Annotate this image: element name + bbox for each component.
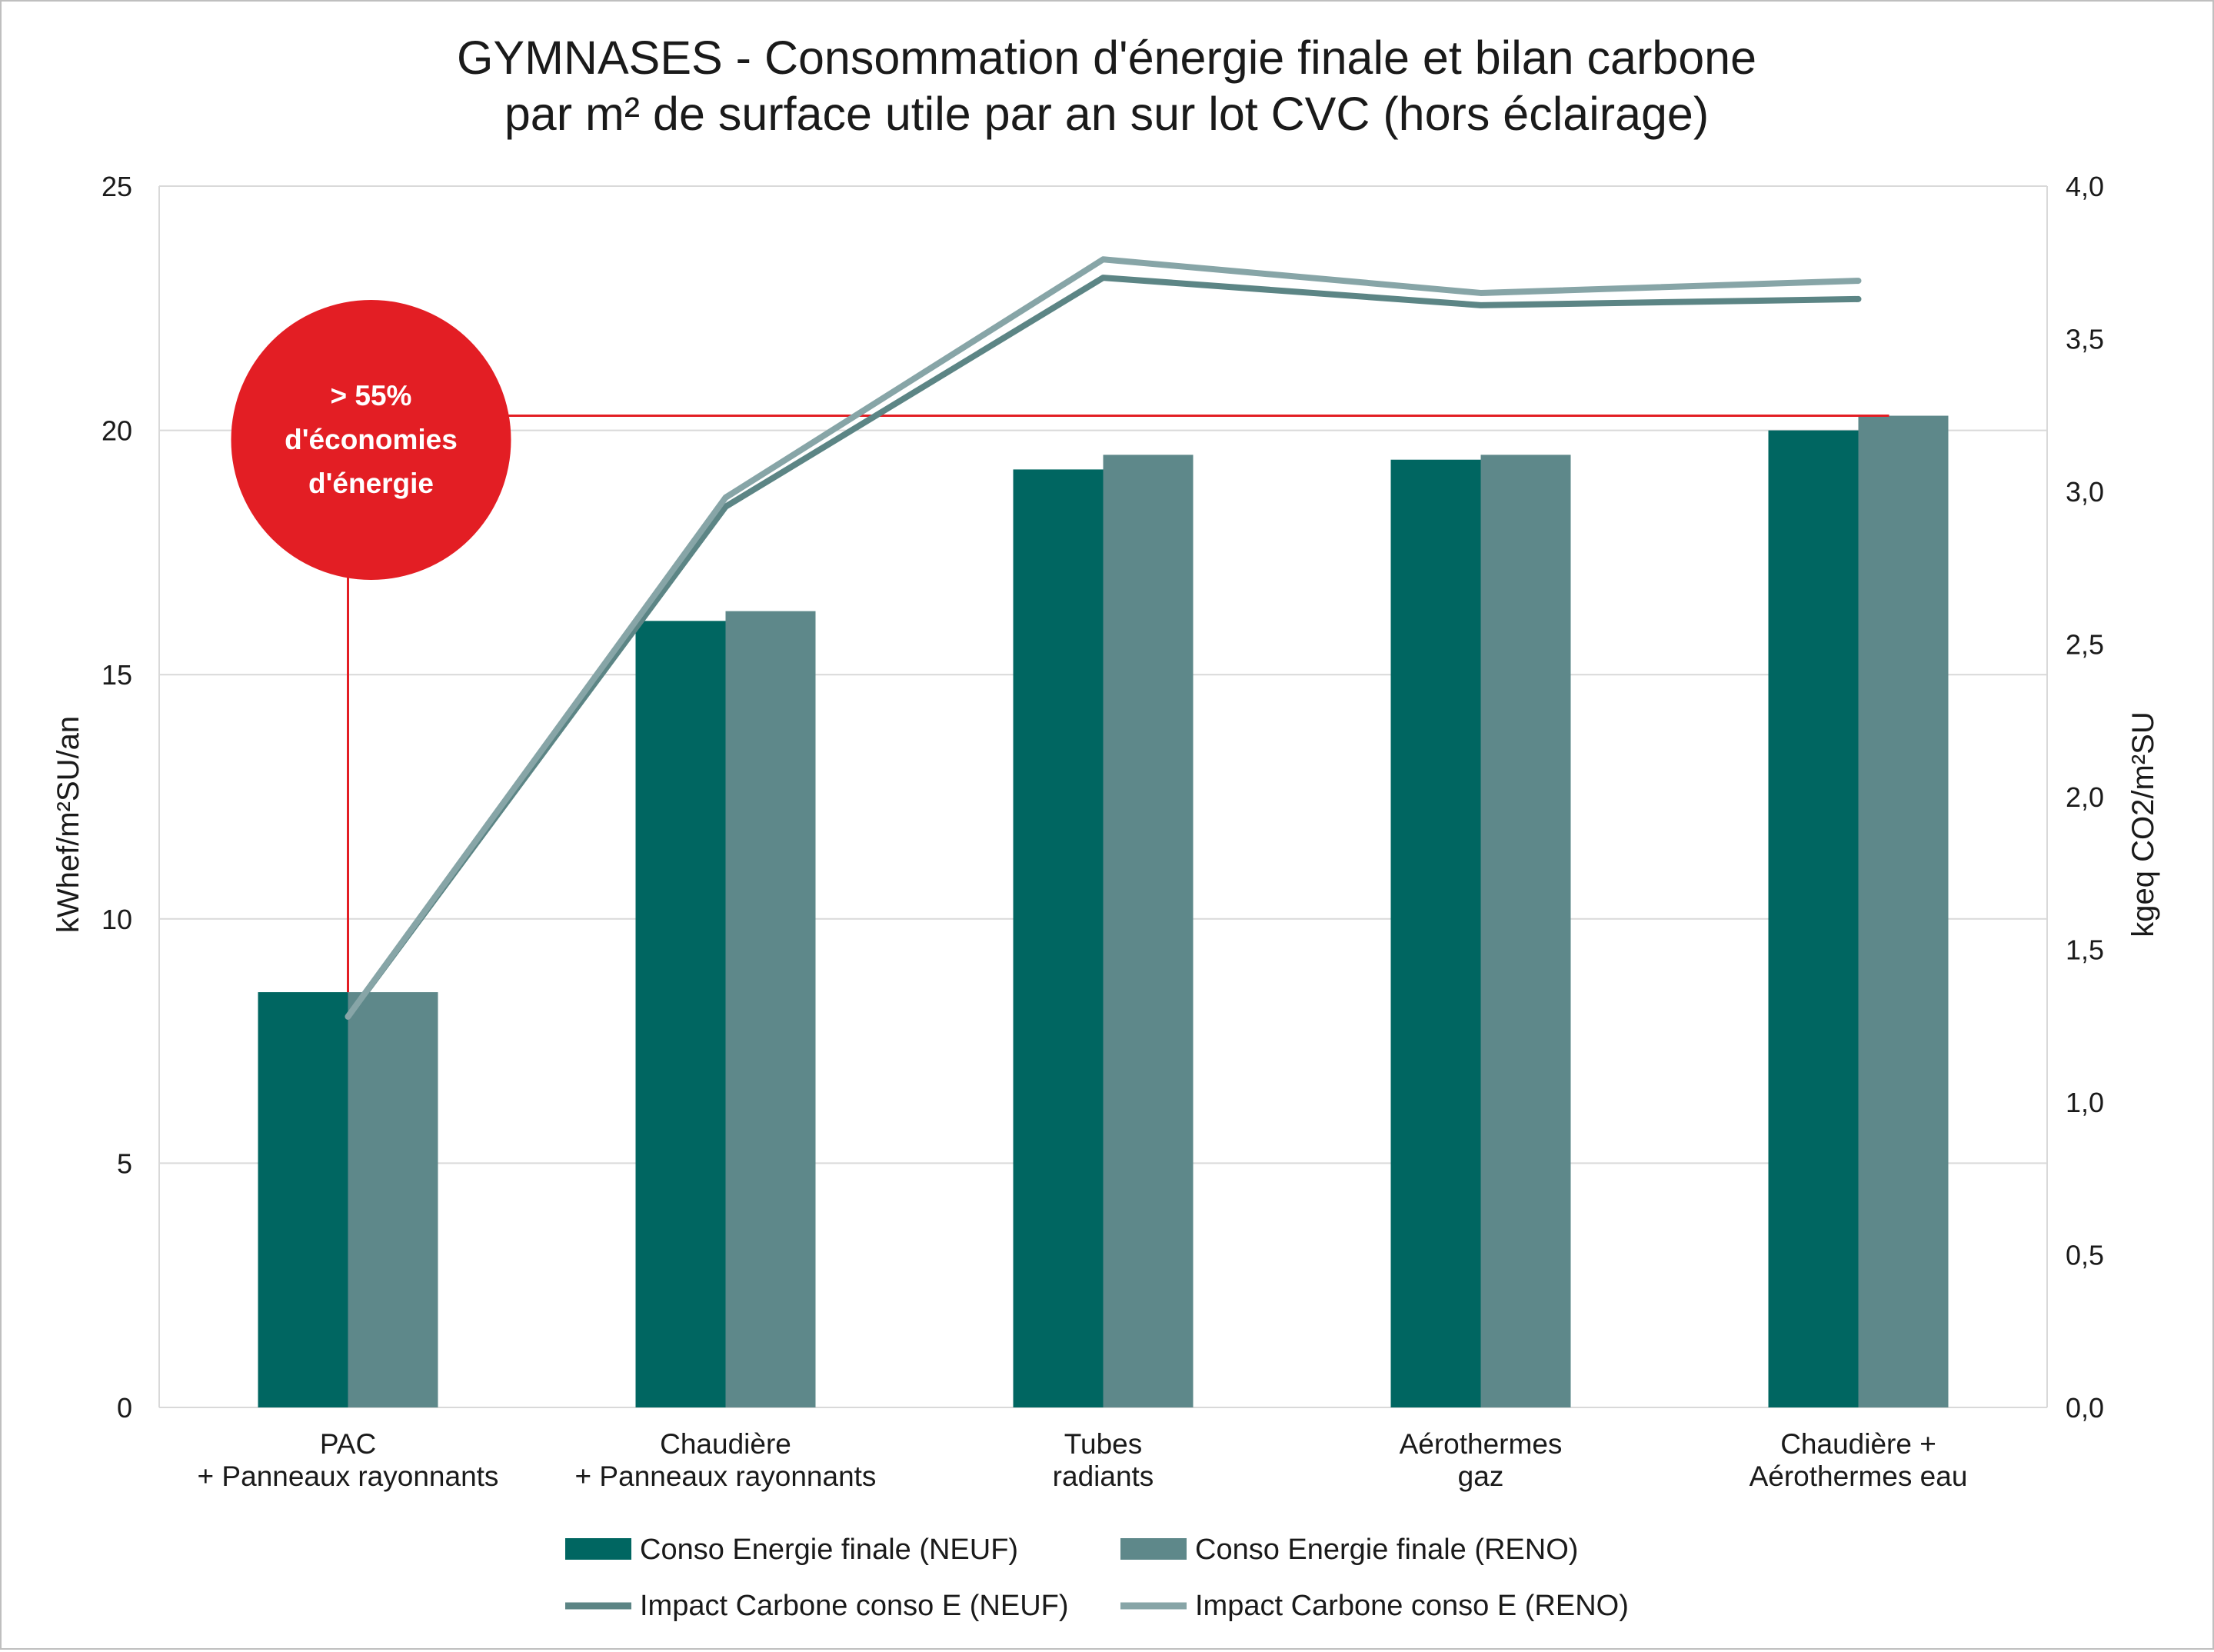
axis-ticks: 0 5 10 15 20 25 0,0 0,5 1,0 1,5 2,0 2,5 3,0 3,5 4,0	[102, 171, 2104, 1424]
savings-badge	[231, 300, 511, 580]
y-left-tick-label: 15	[102, 659, 132, 691]
savings-badge-line-1: > 55%	[331, 380, 412, 411]
legend-label-reno-line: Impact Carbone conso E (RENO)	[1195, 1590, 1629, 1622]
y-axis-left-label: kWhef/m²SU/an	[52, 716, 85, 933]
chart-title-line-2: par m² de surface utile par an sur lot C…	[504, 88, 1709, 140]
bar-neuf	[1013, 469, 1104, 1407]
category-label: + Panneaux rayonnants	[198, 1460, 499, 1492]
legend: Conso Energie finale (NEUF) Conso Energi…	[565, 1534, 1629, 1622]
y-left-tick-label: 10	[102, 904, 132, 935]
category-label: radiants	[1053, 1460, 1154, 1492]
savings-annotation: > 55% d'économies d'énergie	[231, 300, 1889, 993]
category-label: Aérothermes	[1400, 1428, 1563, 1460]
savings-badge-line-3: d'énergie	[308, 468, 434, 499]
bar-neuf	[635, 621, 726, 1407]
category-label: PAC	[320, 1428, 376, 1460]
legend-swatch-reno-bar	[1120, 1538, 1187, 1560]
bar-reno	[1103, 455, 1194, 1407]
bar-neuf	[1390, 459, 1481, 1408]
legend-label-reno-bar: Conso Energie finale (RENO)	[1195, 1534, 1578, 1566]
y-right-tick-label: 2,0	[2066, 781, 2104, 813]
chart-title-line-1: GYMNASES - Consommation d'énergie finale…	[457, 32, 1756, 84]
category-label: gaz	[1458, 1460, 1504, 1492]
y-axis-right-label: kgeq CO2/m²SU	[2126, 711, 2160, 937]
savings-badge-line-2: d'économies	[285, 424, 458, 455]
y-right-tick-label: 4,0	[2066, 171, 2104, 202]
y-right-tick-label: 2,5	[2066, 629, 2104, 661]
carbon-lines	[345, 256, 1862, 1020]
legend-label-neuf-line: Impact Carbone conso E (NEUF)	[640, 1590, 1069, 1622]
category-label: Aérothermes eau	[1750, 1460, 1968, 1492]
legend-swatch-neuf-bar	[565, 1538, 631, 1560]
y-right-tick-label: 0,0	[2066, 1392, 2104, 1424]
category-label: + Panneaux rayonnants	[575, 1460, 877, 1492]
category-label: Chaudière	[660, 1428, 791, 1460]
bar-reno	[1480, 455, 1571, 1407]
bars	[258, 415, 1949, 1408]
y-left-tick-label: 5	[117, 1147, 132, 1179]
bar-reno	[725, 611, 816, 1407]
bar-neuf	[1768, 430, 1859, 1407]
y-left-tick-label: 0	[117, 1392, 132, 1424]
y-right-tick-label: 3,0	[2066, 476, 2104, 508]
legend-label-neuf-bar: Conso Energie finale (NEUF)	[640, 1534, 1018, 1566]
y-right-tick-label: 1,0	[2066, 1087, 2104, 1118]
y-right-tick-label: 0,5	[2066, 1240, 2104, 1271]
bar-reno	[1858, 415, 1949, 1408]
bar-neuf	[258, 992, 348, 1407]
y-right-tick-label: 1,5	[2066, 934, 2104, 966]
y-left-tick-label: 25	[102, 171, 132, 202]
line-neuf	[345, 275, 1862, 1020]
line-reno	[345, 256, 1862, 1020]
y-right-tick-label: 3,5	[2066, 324, 2104, 355]
category-label: Tubes	[1064, 1428, 1142, 1460]
y-left-tick-label: 20	[102, 415, 132, 447]
category-label: Chaudière +	[1780, 1428, 1936, 1460]
bar-reno	[348, 992, 438, 1407]
